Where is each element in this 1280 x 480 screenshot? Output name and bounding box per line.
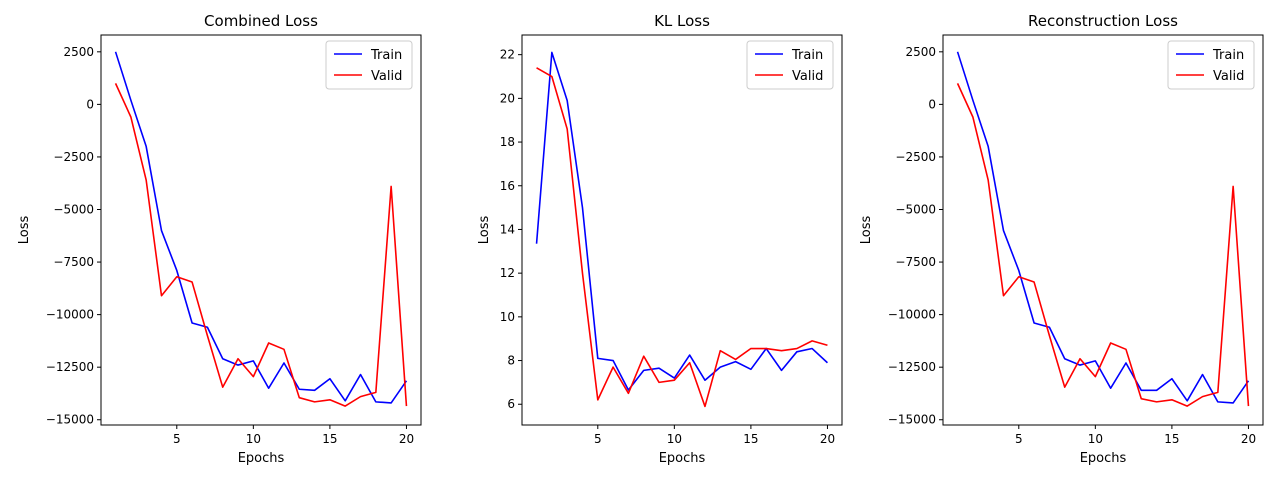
x-tick-label: 15	[743, 432, 758, 446]
chart-title: Reconstruction Loss	[1028, 12, 1178, 30]
x-tick-label: 15	[1164, 432, 1179, 446]
legend: Train Valid	[746, 40, 834, 90]
y-tick-label: −2500	[53, 150, 94, 164]
y-tick-label: −10000	[46, 308, 94, 322]
y-axis-label: Loss	[477, 216, 492, 245]
y-tick-label: 8	[507, 354, 515, 368]
y-tick-label: −15000	[46, 413, 94, 427]
y-tick-label: −10000	[888, 308, 936, 322]
y-tick-label: 22	[500, 48, 515, 62]
y-tick-label: 6	[507, 397, 515, 411]
chart-title: KL Loss	[654, 12, 710, 30]
y-tick-label: −15000	[888, 413, 936, 427]
y-axis-label: Loss	[859, 216, 874, 245]
axes-frame	[100, 34, 422, 426]
legend-label-train: Train	[791, 48, 823, 63]
y-tick-label: −12500	[46, 360, 94, 374]
x-tick-label: 5	[594, 432, 602, 446]
x-tick-label: 5	[173, 432, 181, 446]
y-tick-label: 2500	[905, 45, 936, 59]
y-tick-label: 0	[928, 97, 936, 111]
legend-label-train: Train	[1212, 48, 1244, 63]
y-tick-label: −7500	[895, 255, 936, 269]
legend-box	[1167, 40, 1255, 90]
chart-title: Combined Loss	[204, 12, 318, 30]
y-tick-label: 14	[500, 222, 515, 236]
y-tick-label: 12	[500, 266, 515, 280]
x-axis-label: Epochs	[238, 451, 285, 466]
x-tick-label: 15	[322, 432, 337, 446]
legend-label-valid: Valid	[371, 69, 402, 84]
legend-label-valid: Valid	[792, 69, 823, 84]
x-tick-label: 10	[1088, 432, 1103, 446]
x-tick-label: 20	[1241, 432, 1256, 446]
y-tick-label: −5000	[895, 203, 936, 217]
series-line-valid	[956, 83, 1250, 407]
x-tick-label: 20	[820, 432, 835, 446]
x-tick-label: 5	[1015, 432, 1023, 446]
y-tick-label: 10	[500, 310, 515, 324]
y-tick-label: 2500	[63, 45, 94, 59]
y-tick-label: −2500	[895, 150, 936, 164]
legend-box	[325, 40, 413, 90]
chart-panel-1: KL Loss 5 10 15 20 22 20 18 16 14 12 10 8 6 Epochs Loss…	[477, 12, 843, 466]
axes-frame	[521, 34, 843, 426]
chart-panel-0: Combined Loss 5 10 15 20 2500 0 −2500 −5000 −7500…	[17, 12, 422, 466]
y-tick-label: 0	[86, 97, 94, 111]
y-tick-label: 20	[500, 91, 515, 105]
y-tick-label: −7500	[53, 255, 94, 269]
series-line-valid	[536, 67, 828, 408]
x-tick-label: 10	[246, 432, 261, 446]
x-tick-label: 20	[399, 432, 414, 446]
axes-frame	[942, 34, 1264, 426]
series-line-train	[535, 51, 828, 391]
y-tick-label: 18	[500, 135, 515, 149]
y-axis-label: Loss	[17, 216, 32, 245]
series-line-train	[114, 51, 408, 404]
series-line-valid	[114, 83, 408, 407]
y-tick-label: −5000	[53, 203, 94, 217]
series-line-train	[956, 51, 1250, 404]
legend-box	[746, 40, 834, 90]
x-axis-label: Epochs	[659, 451, 706, 466]
x-axis-label: Epochs	[1080, 451, 1127, 466]
y-tick-label: 16	[500, 179, 515, 193]
chart-panel-2: Reconstruction Loss 5 10 15 20 2500 0 −2500 −500…	[859, 12, 1264, 466]
legend: Train Valid	[1167, 40, 1255, 90]
x-tick-label: 10	[667, 432, 682, 446]
legend-label-train: Train	[370, 48, 402, 63]
legend: Train Valid	[325, 40, 413, 90]
legend-label-valid: Valid	[1213, 69, 1244, 84]
y-tick-label: −12500	[888, 360, 936, 374]
